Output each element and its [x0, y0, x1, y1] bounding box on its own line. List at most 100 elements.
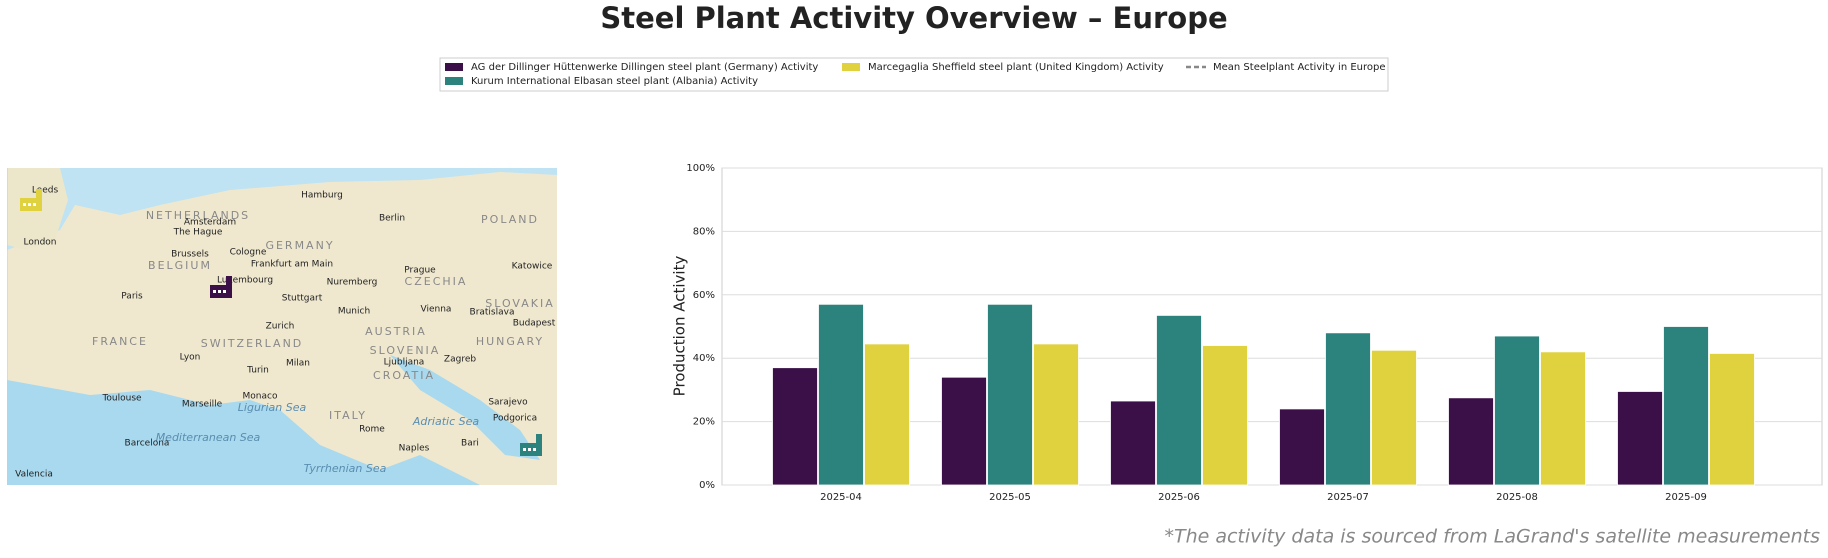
bar	[772, 367, 818, 486]
bar	[1279, 408, 1325, 486]
plant-icon-chimney	[36, 189, 42, 211]
city-label: Toulouse	[101, 394, 142, 404]
bar	[1202, 345, 1248, 486]
city-label: Prague	[404, 266, 436, 276]
country-label: CROATIA	[373, 369, 435, 382]
plant-icon-window	[23, 203, 26, 206]
country-label: POLAND	[481, 213, 539, 226]
city-label: Lyon	[180, 353, 201, 363]
x-tick-label: 2025-05	[989, 492, 1031, 503]
bar	[1325, 332, 1371, 486]
plant-icon-window	[533, 448, 536, 451]
city-label: Bari	[461, 439, 479, 449]
legend-swatch	[842, 63, 860, 71]
city-label: Vienna	[421, 305, 452, 315]
city-label: Bratislava	[470, 308, 515, 318]
bar	[864, 343, 910, 486]
sea-label: Adriatic Sea	[412, 415, 479, 428]
legend-swatch	[445, 63, 463, 71]
city-label: Valencia	[15, 470, 53, 480]
plant-icon	[520, 434, 542, 456]
city-label: Rome	[359, 425, 385, 435]
country-label: GERMANY	[265, 239, 334, 252]
plant-icon-window	[223, 290, 226, 293]
city-label: Frankfurt am Main	[251, 260, 333, 270]
country-label: ITALY	[329, 409, 367, 422]
bar	[987, 303, 1033, 486]
chart-title: Steel Plant Activity Overview – Europe	[600, 1, 1227, 35]
country-label: SLOVENIA	[370, 344, 441, 357]
y-tick-label: 80%	[693, 226, 715, 237]
country-label: SWITZERLAND	[201, 337, 304, 350]
bar	[1371, 349, 1417, 486]
city-label: Budapest	[513, 319, 556, 329]
legend-swatch	[445, 77, 463, 85]
x-tick-label: 2025-09	[1665, 492, 1707, 503]
city-label: Milan	[286, 359, 310, 369]
plant-icon-chimney	[536, 434, 542, 456]
city-label: Podgorica	[493, 414, 537, 424]
city-label: Luxembourg	[217, 276, 273, 286]
legend-label: Kurum International Elbasan steel plant …	[471, 76, 758, 87]
x-tick-label: 2025-08	[1496, 492, 1538, 503]
y-axis-label: Production Activity	[671, 256, 689, 397]
city-label: Sarajevo	[488, 398, 528, 408]
bar	[941, 376, 987, 486]
city-label: Ljubljana	[384, 358, 425, 368]
x-tick-label: 2025-06	[1158, 492, 1200, 503]
legend-label: Mean Steelplant Activity in Europe	[1213, 62, 1386, 73]
city-label: Paris	[121, 292, 143, 302]
bar	[1033, 343, 1079, 486]
y-tick-label: 0%	[699, 480, 715, 491]
bar	[1663, 326, 1709, 486]
bar	[818, 303, 864, 486]
bar	[1540, 351, 1586, 486]
plant-icon-window	[523, 448, 526, 451]
plant-icon	[210, 276, 232, 298]
city-label: Cologne	[230, 248, 267, 258]
city-label: Zagreb	[444, 355, 476, 365]
city-label: Leeds	[32, 186, 59, 196]
city-label: Stuttgart	[282, 294, 323, 304]
sea-label: Mediterranean Sea	[156, 431, 261, 444]
city-label: London	[24, 238, 57, 248]
country-label: AUSTRIA	[365, 325, 427, 338]
plant-icon-window	[213, 290, 216, 293]
bar	[1709, 353, 1755, 486]
y-tick-label: 60%	[693, 290, 715, 301]
sea-label: Ligurian Sea	[238, 401, 307, 414]
footnote: *The activity data is sourced from LaGra…	[1164, 526, 1820, 548]
country-label: HUNGARY	[476, 335, 544, 348]
plant-icon-window	[33, 203, 36, 206]
plant-icon-window	[28, 203, 31, 206]
city-label: The Hague	[173, 228, 223, 238]
city-label: Katowice	[512, 262, 553, 272]
city-label: Berlin	[379, 214, 405, 224]
city-label: Marseille	[182, 400, 223, 410]
plant-icon-chimney	[226, 276, 232, 298]
country-label: NETHERLANDS	[146, 209, 250, 222]
bar	[1617, 391, 1663, 486]
sea	[7, 168, 557, 250]
plant-icon-window	[528, 448, 531, 451]
y-tick-label: 40%	[693, 353, 715, 364]
city-label: Hamburg	[301, 191, 343, 201]
legend-label: Marcegaglia Sheffield steel plant (Unite…	[868, 62, 1164, 73]
bar	[1156, 315, 1202, 486]
city-label: Zurich	[266, 322, 295, 332]
x-tick-label: 2025-04	[820, 492, 862, 503]
plant-icon	[20, 189, 42, 211]
country-label: CZECHIA	[405, 275, 468, 288]
city-label: Monaco	[243, 392, 278, 402]
plant-icon-window	[218, 290, 221, 293]
country-label: SLOVAKIA	[485, 297, 555, 310]
bar	[1448, 397, 1494, 486]
bar	[1110, 400, 1156, 486]
sea	[390, 355, 540, 460]
city-label: Brussels	[171, 250, 209, 260]
legend-label: AG der Dillinger Hüttenwerke Dillingen s…	[471, 62, 818, 73]
country-label: FRANCE	[92, 335, 148, 348]
